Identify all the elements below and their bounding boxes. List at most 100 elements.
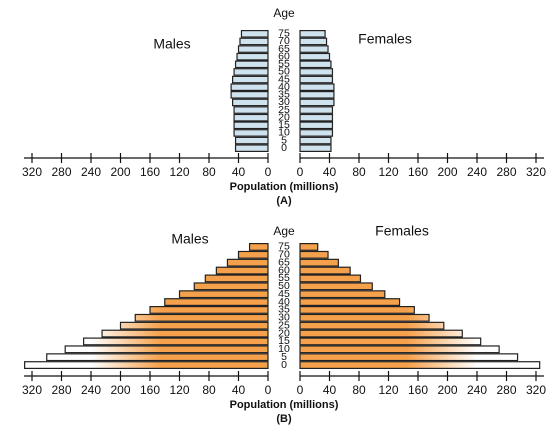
age-label: 15 (278, 119, 290, 131)
x-tick-label: 0 (265, 383, 272, 397)
age-label: 75 (278, 241, 290, 253)
bar (46, 353, 269, 362)
bar (299, 45, 329, 53)
x-tick-label: 120 (378, 383, 398, 397)
x-tick-label: 160 (140, 383, 160, 397)
age-label: 5 (281, 351, 287, 363)
x-tick-label: 80 (202, 383, 216, 397)
bar (299, 83, 335, 91)
age-label: 50 (278, 66, 290, 78)
x-tick-label: 120 (169, 383, 189, 397)
bar (239, 37, 269, 46)
x-tick-label: 320 (22, 383, 42, 397)
bar (299, 337, 482, 346)
bar (299, 306, 415, 314)
x-tick-label: 320 (526, 383, 546, 397)
x-tick-label: 160 (140, 165, 160, 179)
x-tick-label: 200 (110, 165, 130, 179)
side-label: Males (153, 36, 190, 52)
bar (236, 52, 269, 61)
bar (299, 30, 326, 38)
bar (204, 274, 269, 283)
bar (164, 298, 269, 307)
bar (299, 75, 334, 84)
caption: (B) (276, 413, 292, 425)
bar (237, 45, 269, 53)
bar (230, 90, 269, 99)
x-tick-label: 120 (378, 165, 398, 179)
age-label: 55 (278, 272, 290, 284)
x-tick-label: 240 (81, 165, 101, 179)
caption: (A) (276, 195, 292, 207)
bar (299, 290, 386, 299)
age-label: 30 (278, 312, 290, 324)
x-tick-label: 240 (467, 383, 487, 397)
x-tick-label: 160 (408, 383, 428, 397)
x-tick-label: 40 (323, 383, 337, 397)
age-label: 55 (278, 58, 290, 70)
bar (299, 136, 332, 145)
bar (233, 113, 269, 122)
bar (233, 129, 269, 137)
age-label: 70 (278, 249, 290, 261)
x-tick-label: 280 (496, 383, 516, 397)
y-axis-title: Age (273, 6, 295, 20)
age-label: 0 (281, 359, 287, 371)
bar (299, 129, 334, 137)
bar (299, 243, 319, 251)
bar (234, 60, 269, 69)
x-tick-label: 200 (437, 383, 457, 397)
bar (299, 345, 500, 354)
bar (299, 258, 339, 267)
age-label: 20 (278, 111, 290, 123)
bar (299, 68, 334, 76)
x-tick-label: 320 (22, 165, 42, 179)
bar (299, 361, 541, 370)
age-label: 20 (278, 327, 290, 339)
x-tick-label: 0 (297, 165, 304, 179)
x-tick-label: 320 (526, 165, 546, 179)
x-tick-label: 160 (408, 165, 428, 179)
age-label: 25 (278, 319, 290, 331)
age-label: 35 (278, 304, 290, 316)
age-label: 25 (278, 104, 290, 116)
bar (24, 361, 269, 370)
age-label: 35 (278, 89, 290, 101)
bar (299, 353, 519, 362)
bar (230, 83, 269, 91)
age-label: 40 (278, 296, 290, 308)
bar (299, 298, 401, 307)
bar (232, 98, 269, 107)
x-tick-label: 120 (169, 165, 189, 179)
age-label: 10 (278, 127, 290, 139)
x-tick-label: 280 (51, 383, 71, 397)
age-label: 15 (278, 335, 290, 347)
age-label: 50 (278, 280, 290, 292)
x-tick-label: 0 (297, 383, 304, 397)
age-label: 60 (278, 50, 290, 62)
bar (178, 290, 269, 299)
x-tick-label: 240 (467, 165, 487, 179)
bar (237, 250, 269, 259)
bar (215, 266, 269, 275)
bar (299, 98, 335, 107)
x-tick-label: 280 (51, 165, 71, 179)
bar (299, 106, 334, 114)
x-tick-label: 280 (496, 165, 516, 179)
age-label: 40 (278, 81, 290, 93)
bar (64, 345, 269, 354)
side-label: Females (358, 31, 412, 47)
age-label: 75 (278, 28, 290, 40)
bar (299, 90, 335, 99)
bar (233, 68, 269, 76)
side-label: Males (171, 231, 208, 247)
bar (83, 337, 269, 346)
x-tick-label: 200 (110, 383, 130, 397)
bar (232, 75, 269, 84)
bar (299, 60, 332, 69)
age-label: 45 (278, 73, 290, 85)
bar (299, 321, 445, 330)
age-label: 10 (278, 343, 290, 355)
x-tick-label: 200 (437, 165, 457, 179)
